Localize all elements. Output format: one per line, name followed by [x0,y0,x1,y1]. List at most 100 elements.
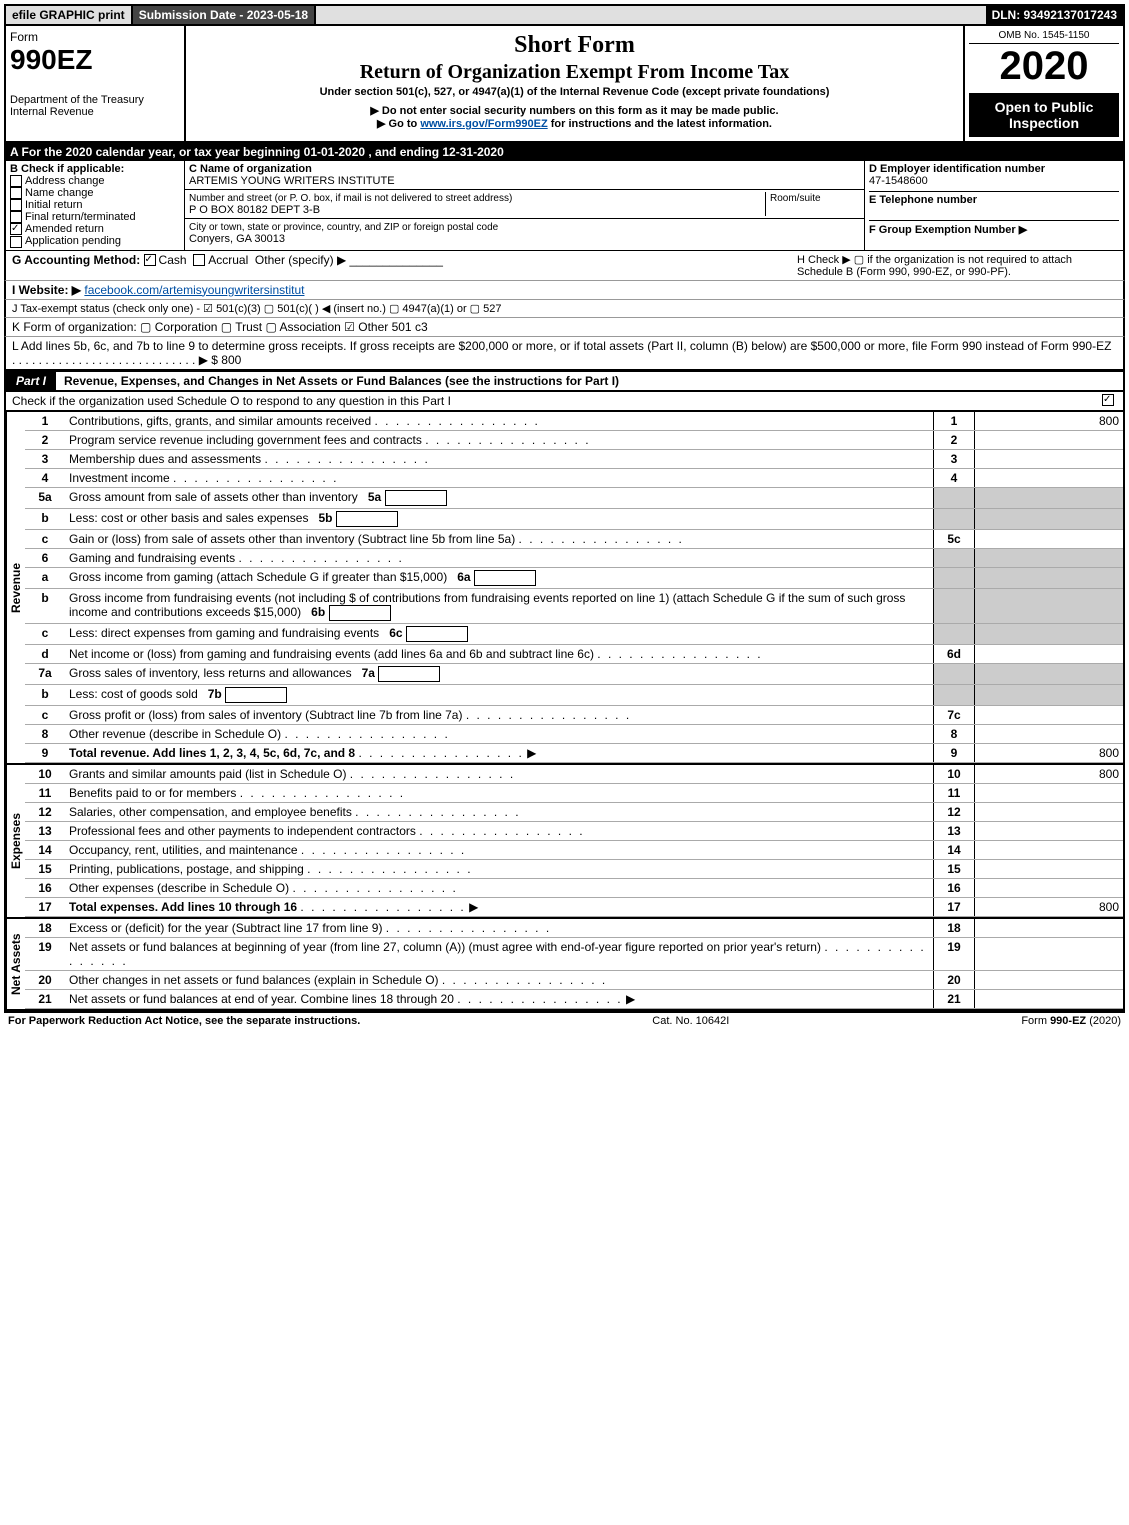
irs-link[interactable]: www.irs.gov/Form990EZ [420,118,547,130]
addr-label: Number and street (or P. O. box, if mail… [189,193,512,204]
footer-mid: Cat. No. 10642I [652,1015,729,1027]
d-label: D Employer identification number [869,163,1119,175]
line-row: bLess: cost or other basis and sales exp… [25,508,1124,529]
submission-date-label: Submission Date - 2023-05-18 [133,6,316,24]
omb-number: OMB No. 1545-1150 [969,30,1119,44]
form-code: 990EZ [10,44,180,76]
city-label: City or town, state or province, country… [189,222,498,233]
footer-left: For Paperwork Reduction Act Notice, see … [8,1015,360,1027]
efile-print-button[interactable]: efile GRAPHIC print [6,6,133,24]
checkbox[interactable] [10,199,22,211]
netassets-table: 18Excess or (deficit) for the year (Subt… [25,919,1125,1009]
line-row: 12Salaries, other compensation, and empl… [25,802,1124,821]
expenses-table: 10Grants and similar amounts paid (list … [25,765,1125,917]
checkbox[interactable] [10,236,22,248]
expenses-side-label: Expenses [6,765,25,917]
box-b-item: Address change [10,175,180,187]
line-row: 6Gaming and fundraising events [25,548,1124,567]
checkbox[interactable] [10,211,22,223]
c-label: C Name of organization [189,163,312,175]
dept-label: Department of the Treasury Internal Reve… [10,94,180,118]
accrual-checkbox[interactable] [193,254,205,266]
page-footer: For Paperwork Reduction Act Notice, see … [4,1011,1125,1029]
line-row: 21Net assets or fund balances at end of … [25,989,1124,1008]
h-text: H Check ▶ ▢ if the organization is not r… [797,253,1117,278]
revenue-side-label: Revenue [6,412,25,763]
accrual-label: Accrual [208,253,248,267]
box-def: D Employer identification number 47-1548… [865,161,1123,250]
line-row: 5aGross amount from sale of assets other… [25,487,1124,508]
footer-right: Form 990-EZ (2020) [1021,1015,1121,1027]
line-row: aGross income from gaming (attach Schedu… [25,567,1124,588]
line-row: 1Contributions, gifts, grants, and simil… [25,412,1124,431]
revenue-table: 1Contributions, gifts, grants, and simil… [25,412,1125,763]
line-row: 13Professional fees and other payments t… [25,821,1124,840]
info-grid: B Check if applicable: Address changeNam… [4,161,1125,250]
line-row: 15Printing, publications, postage, and s… [25,859,1124,878]
dln-label: DLN: 93492137017243 [986,6,1123,24]
part-i-check-text: Check if the organization used Schedule … [12,394,1102,408]
part-i-header: Part I Revenue, Expenses, and Changes in… [4,371,1125,392]
line-row: cLess: direct expenses from gaming and f… [25,623,1124,644]
website-link[interactable]: facebook.com/artemisyoungwritersinstitut [84,283,304,297]
open-to-public-badge: Open to Public Inspection [969,93,1119,137]
line-row: bGross income from fundraising events (n… [25,588,1124,623]
f-label: F Group Exemption Number ▶ [869,220,1119,236]
line-row: 3Membership dues and assessments 3 [25,449,1124,468]
i-label: I Website: ▶ [12,283,81,297]
row-g-h: G Accounting Method: Cash Accrual Other … [4,250,1125,281]
part-i-label: Part I [6,372,56,390]
line-row: 19Net assets or fund balances at beginni… [25,937,1124,970]
line-row: 4Investment income 4 [25,468,1124,487]
checkbox[interactable] [10,187,22,199]
netassets-side-label: Net Assets [6,919,25,1009]
cash-checkbox[interactable] [144,254,156,266]
box-b: B Check if applicable: Address changeNam… [6,161,185,250]
goto-pre: ▶ Go to [377,118,420,130]
line-row: cGain or (loss) from sale of assets othe… [25,529,1124,548]
row-j: J Tax-exempt status (check only one) - ☑… [4,300,1125,318]
addr-value: P O BOX 80182 DEPT 3-B [189,204,320,216]
room-label: Room/suite [770,193,821,204]
line-row: 11Benefits paid to or for members 11 [25,783,1124,802]
line-row: 7aGross sales of inventory, less returns… [25,663,1124,684]
g-label: G Accounting Method: [12,253,140,267]
top-bar: efile GRAPHIC print Submission Date - 20… [4,4,1125,26]
box-b-item: Name change [10,187,180,199]
org-name: ARTEMIS YOUNG WRITERS INSTITUTE [189,175,395,187]
line-row: 10Grants and similar amounts paid (list … [25,765,1124,784]
main-title: Return of Organization Exempt From Incom… [194,61,955,84]
box-b-heading: B Check if applicable: [10,163,180,175]
line-row: 9Total revenue. Add lines 1, 2, 3, 4, 5c… [25,743,1124,762]
row-i: I Website: ▶ facebook.com/artemisyoungwr… [4,281,1125,300]
cash-label: Cash [159,253,187,267]
line-row: 14Occupancy, rent, utilities, and mainte… [25,840,1124,859]
line-row: cGross profit or (loss) from sales of in… [25,705,1124,724]
row-k: K Form of organization: ▢ Corporation ▢ … [4,318,1125,337]
line-row: 8Other revenue (describe in Schedule O) … [25,724,1124,743]
city-value: Conyers, GA 30013 [189,233,285,245]
row-l: L Add lines 5b, 6c, and 7b to line 9 to … [4,337,1125,371]
line-row: 16Other expenses (describe in Schedule O… [25,878,1124,897]
tax-year: 2020 [969,44,1119,89]
box-b-item: Final return/terminated [10,211,180,223]
line-row: 2Program service revenue including gover… [25,430,1124,449]
line-row: dNet income or (loss) from gaming and fu… [25,644,1124,663]
form-header: Form 990EZ Department of the Treasury In… [4,26,1125,143]
line-row: 17Total expenses. Add lines 10 through 1… [25,897,1124,916]
line-row: 20Other changes in net assets or fund ba… [25,970,1124,989]
part-i-check-row: Check if the organization used Schedule … [4,392,1125,412]
section-a-bar: A For the 2020 calendar year, or tax yea… [4,143,1125,161]
checkbox[interactable] [10,175,22,187]
other-label: Other (specify) ▶ [255,253,346,267]
box-b-item: Initial return [10,199,180,211]
ein-value: 47-1548600 [869,175,1119,187]
short-form-title: Short Form [194,32,955,59]
form-word: Form [10,30,180,44]
part-i-checkbox[interactable] [1102,394,1114,406]
ssn-warning: ▶ Do not enter social security numbers o… [194,104,955,117]
box-b-item: Amended return [10,223,180,235]
part-i-title: Revenue, Expenses, and Changes in Net As… [56,374,1123,388]
goto-line: ▶ Go to www.irs.gov/Form990EZ for instru… [194,117,955,130]
checkbox[interactable] [10,223,22,235]
